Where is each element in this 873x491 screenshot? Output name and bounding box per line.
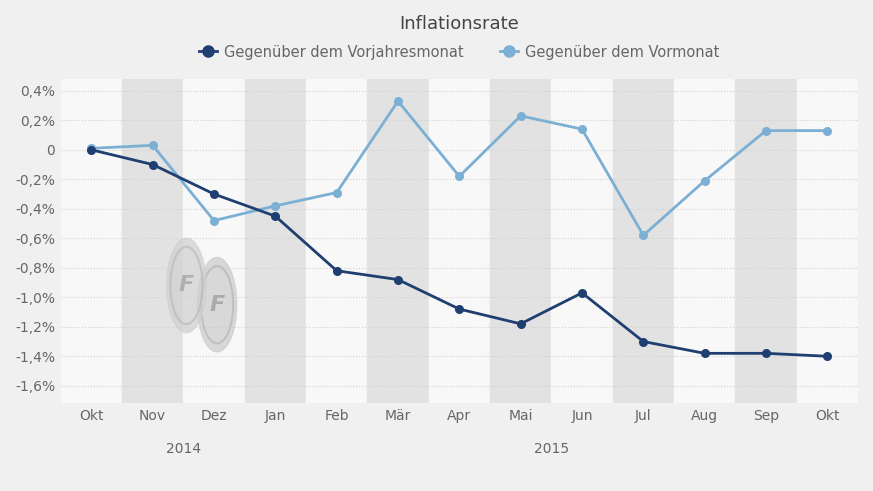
- Bar: [490, 79, 552, 404]
- Bar: [797, 79, 858, 404]
- Bar: [244, 79, 306, 404]
- Bar: [552, 79, 613, 404]
- Bar: [735, 79, 797, 404]
- Circle shape: [167, 238, 206, 333]
- Bar: [122, 79, 183, 404]
- Bar: [61, 79, 122, 404]
- Text: F: F: [210, 295, 224, 315]
- Bar: [429, 79, 490, 404]
- Bar: [368, 79, 429, 404]
- Bar: [674, 79, 735, 404]
- Bar: [306, 79, 368, 404]
- Bar: [613, 79, 674, 404]
- Legend: Gegenüber dem Vorjahresmonat, Gegenüber dem Vormonat: Gegenüber dem Vorjahresmonat, Gegenüber …: [194, 39, 725, 66]
- Title: Inflationsrate: Inflationsrate: [400, 15, 519, 33]
- Text: 2015: 2015: [533, 442, 569, 456]
- Text: 2014: 2014: [166, 442, 201, 456]
- Bar: [183, 79, 244, 404]
- Circle shape: [197, 257, 237, 352]
- Text: F: F: [179, 275, 194, 296]
